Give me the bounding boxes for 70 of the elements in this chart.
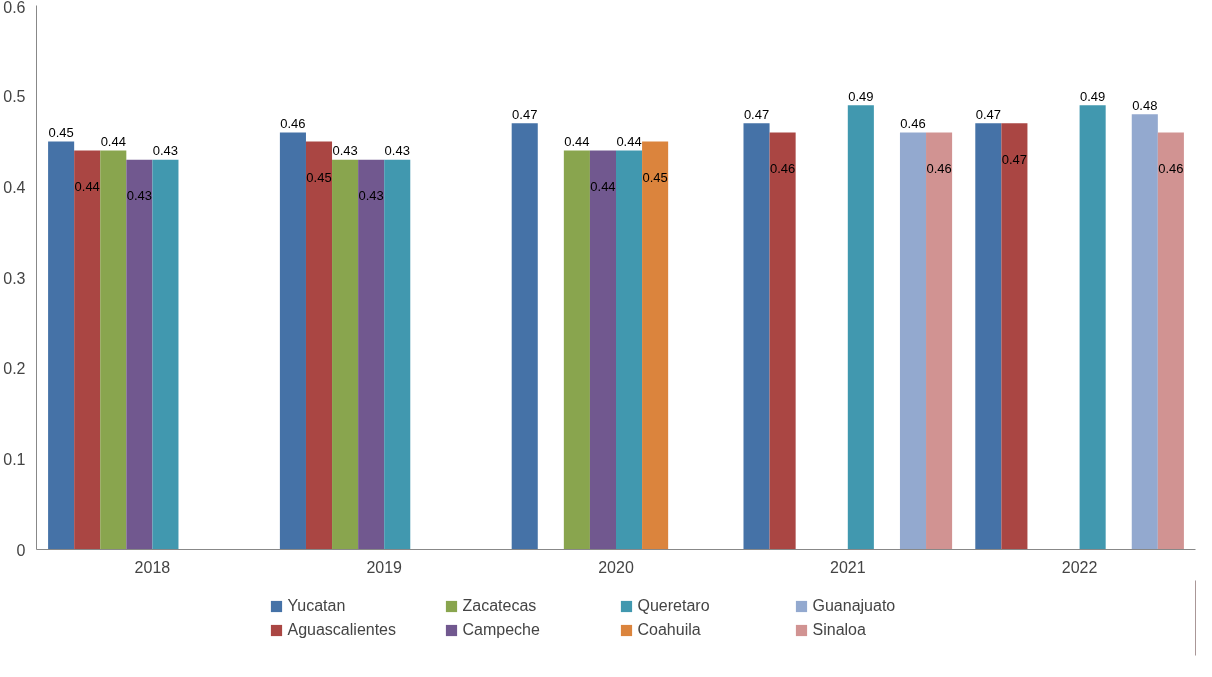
- data-label: 0.46: [280, 115, 306, 131]
- bar: [1079, 105, 1106, 550]
- bar: [1131, 114, 1158, 550]
- y-tick-label: 0.3: [3, 269, 26, 287]
- bar: [305, 141, 333, 550]
- bar: [100, 150, 127, 550]
- data-label: 0.43: [332, 143, 358, 159]
- y-tick-label: 0.5: [3, 88, 26, 106]
- legend-label: Guanajuato: [812, 596, 897, 615]
- bar: [74, 150, 101, 550]
- data-label: 0.49: [848, 88, 874, 104]
- data-label: 0.44: [590, 179, 616, 195]
- data-label: 0.46: [769, 161, 796, 177]
- bar: [279, 132, 306, 550]
- data-label: 0.43: [384, 143, 410, 159]
- data-label: 0.43: [152, 143, 179, 159]
- data-label: 0.47: [743, 106, 770, 122]
- data-label: 0.43: [358, 188, 384, 204]
- bar: [1157, 132, 1184, 550]
- data-label: 0.44: [100, 134, 126, 150]
- x-tick-label: 2018: [134, 558, 171, 576]
- bar: [769, 132, 796, 550]
- legend-label: Aguascalientes: [287, 620, 397, 639]
- data-label: 0.47: [1001, 152, 1028, 168]
- legend-label: Queretaro: [637, 596, 711, 615]
- bar: [975, 123, 1002, 550]
- legend-label: Zacatecas: [462, 596, 538, 615]
- data-label: 0.45: [48, 124, 74, 140]
- data-label: 0.47: [512, 106, 538, 122]
- data-label: 0.45: [642, 170, 668, 186]
- data-label: 0.44: [616, 134, 642, 150]
- bar: [899, 132, 927, 550]
- bar: [384, 159, 411, 550]
- bar: [126, 159, 153, 550]
- legend-label: Sinaloa: [812, 620, 867, 639]
- bar: [847, 105, 874, 550]
- data-label: 0.47: [975, 106, 1001, 122]
- y-tick-label: 0: [16, 541, 26, 559]
- bar: [48, 141, 75, 550]
- y-tick-label: 0.1: [3, 450, 26, 468]
- data-label: 0.45: [306, 170, 332, 186]
- data-label: 0.46: [1158, 161, 1184, 177]
- bar: [642, 141, 669, 550]
- x-tick-label: 2022: [1061, 558, 1098, 576]
- x-tick-label: 2021: [830, 558, 866, 576]
- x-tick-label: 2020: [598, 558, 634, 576]
- bar: [589, 150, 616, 550]
- data-label: 0.46: [900, 115, 926, 131]
- bar: [152, 159, 179, 550]
- data-label: 0.48: [1132, 97, 1158, 113]
- legend-label: Coahuila: [637, 620, 702, 639]
- bar: [743, 123, 770, 550]
- data-label: 0.49: [1079, 88, 1106, 104]
- x-tick-label: 2019: [366, 558, 403, 576]
- bar: [926, 132, 953, 550]
- data-label: 0.46: [926, 161, 952, 177]
- legend-label: Campeche: [462, 620, 541, 639]
- legend-label: Yucatan: [287, 596, 347, 615]
- data-label: 0.44: [564, 134, 590, 150]
- bar: [616, 150, 643, 550]
- data-label: 0.43: [126, 188, 153, 204]
- bar: [358, 159, 385, 550]
- bar: [1001, 123, 1028, 550]
- bar: [332, 159, 359, 550]
- data-label: 0.44: [74, 179, 100, 195]
- bar: [511, 123, 538, 550]
- y-tick-label: 0.2: [3, 360, 26, 378]
- bar: [563, 150, 590, 550]
- y-tick-label: 0.4: [3, 178, 26, 196]
- y-tick-label: 0.6: [3, 0, 26, 16]
